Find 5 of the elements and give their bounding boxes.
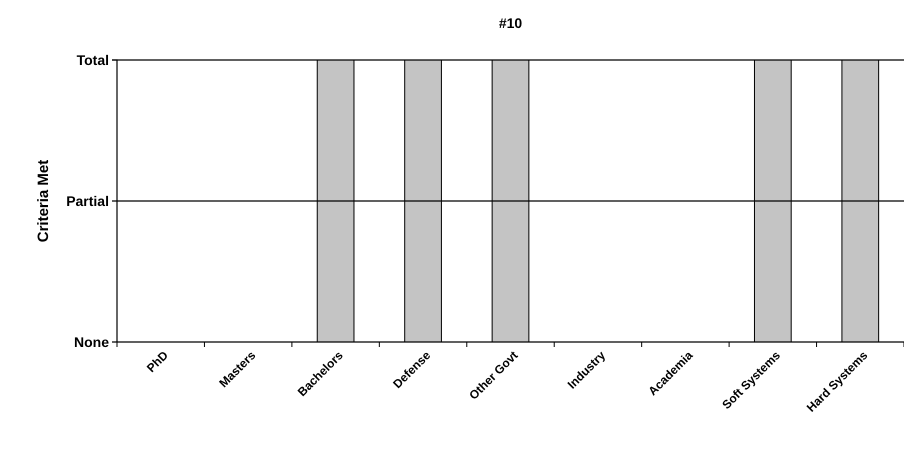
chart-title: #10 (498, 15, 522, 31)
y-axis-title: Criteria Met (35, 160, 52, 242)
ref-line-label: Total (76, 52, 109, 68)
ref-line-label: Partial (66, 192, 109, 209)
text: None (74, 334, 110, 350)
